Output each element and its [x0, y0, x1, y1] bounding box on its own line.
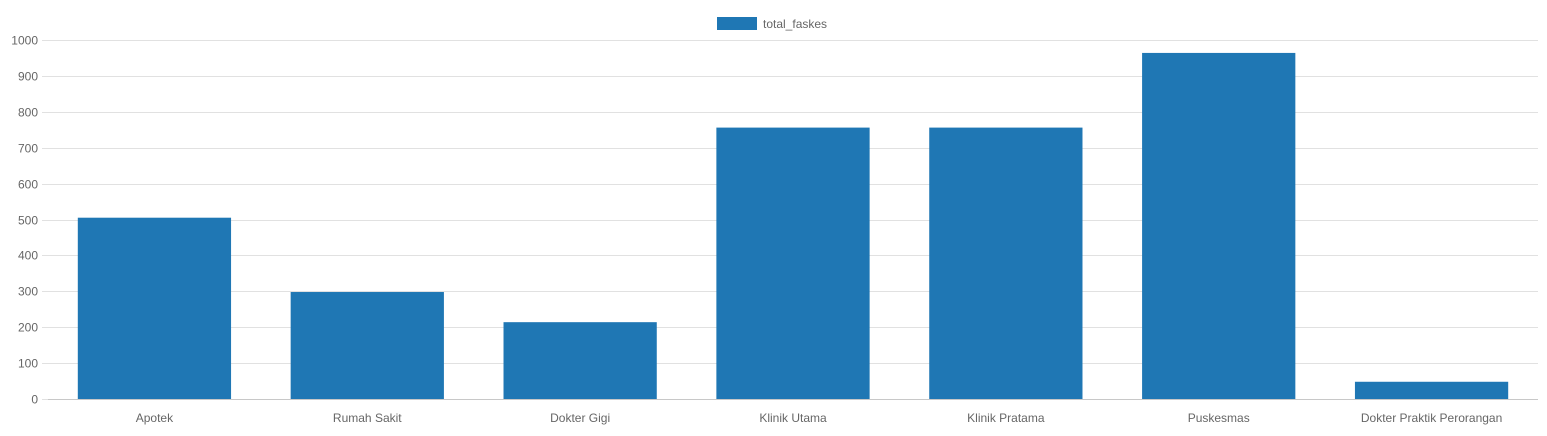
x-axis-category-labels: Apotek Rumah Sakit Dokter Gigi Klinik Utama… — [136, 411, 1503, 425]
y-tick-label: 900 — [18, 70, 38, 84]
y-tick-label: 500 — [18, 214, 38, 228]
x-tick-label: Puskesmas — [1188, 411, 1250, 425]
y-tick-label: 300 — [18, 285, 38, 299]
legend-label: total_faskes — [763, 17, 827, 31]
y-tick-label: 0 — [31, 393, 38, 407]
bar-apotek[interactable] — [77, 217, 232, 399]
x-tick-label: Klinik Utama — [759, 411, 827, 425]
x-tick-label: Rumah Sakit — [333, 411, 402, 425]
x-tick-label: Dokter Gigi — [550, 411, 610, 425]
y-tick-label: 100 — [18, 357, 38, 371]
bar-klinik-pratama[interactable] — [929, 127, 1083, 399]
y-tick-label: 800 — [18, 106, 38, 120]
legend[interactable]: total_faskes — [717, 17, 827, 31]
y-tick-label: 400 — [18, 249, 38, 263]
y-tick-label: 200 — [18, 321, 38, 335]
bars — [77, 52, 1509, 399]
x-tick-label: Klinik Pratama — [967, 411, 1045, 425]
x-tick-label: Dokter Praktik Perorangan — [1361, 411, 1502, 425]
bar-rumah-sakit[interactable] — [290, 292, 444, 399]
y-tick-label: 600 — [18, 178, 38, 192]
bar-puskesmas[interactable] — [1142, 52, 1296, 399]
legend-swatch — [717, 17, 757, 30]
bar-dokter-gigi[interactable] — [503, 322, 657, 399]
y-axis-tick-labels: 0 100 200 300 400 500 600 700 800 900 1000 — [11, 34, 38, 407]
x-tick-label: Apotek — [136, 411, 174, 425]
bar-klinik-utama[interactable] — [716, 127, 870, 399]
y-tick-label: 700 — [18, 142, 38, 156]
y-tick-label: 1000 — [11, 34, 38, 48]
bar-dokter-praktik-perorangan[interactable] — [1354, 381, 1509, 399]
